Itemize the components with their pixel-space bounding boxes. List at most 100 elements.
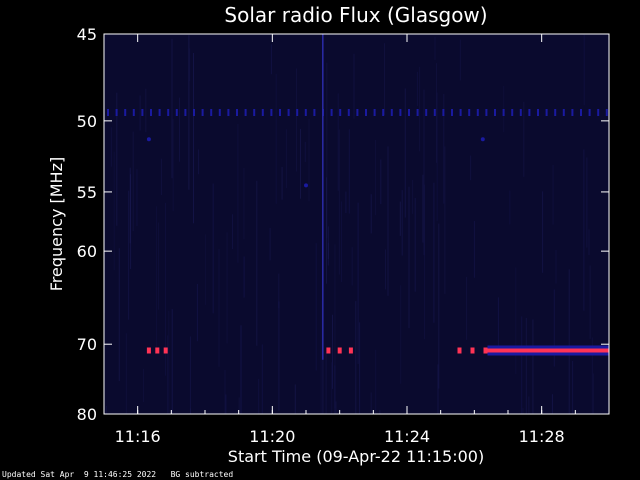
noise-streak	[414, 198, 416, 292]
y-tick-label: 45	[77, 25, 97, 44]
emission-point	[480, 137, 485, 142]
noise-streak	[375, 349, 377, 414]
dotted-line-dot	[537, 109, 539, 116]
burst-segment	[163, 347, 168, 354]
noise-streak	[438, 223, 440, 389]
dotted-line-dot	[433, 109, 436, 116]
burst-segment	[326, 347, 331, 354]
noise-streak	[586, 157, 588, 248]
footer-status: Updated Sat Apr 9 11:46:25 2022 BG subtr…	[2, 470, 233, 479]
noise-streak	[380, 159, 382, 205]
noise-streak	[434, 36, 436, 60]
noise-streak	[145, 88, 147, 133]
dotted-line-dot	[218, 109, 221, 116]
burst-core	[487, 348, 609, 353]
noise-streak	[515, 267, 517, 374]
noise-streak	[338, 129, 340, 275]
y-tick-label: 60	[77, 242, 97, 261]
dotted-line-dot	[390, 109, 393, 116]
noise-streak	[261, 344, 263, 414]
dotted-line-dot	[304, 109, 307, 116]
dotted-line-dot	[227, 109, 230, 116]
noise-streak	[532, 319, 534, 414]
features-layer	[107, 34, 609, 360]
noise-streak	[359, 322, 361, 414]
noise-streak	[189, 48, 191, 82]
noise-streak	[308, 118, 310, 202]
noise-streak	[437, 364, 439, 414]
dotted-line-dot	[476, 109, 479, 116]
noise-streak	[583, 149, 585, 311]
dotted-line-dot	[150, 109, 152, 116]
noise-streak	[232, 214, 233, 249]
noise-streak	[385, 249, 386, 290]
noise-streak	[325, 352, 327, 414]
dotted-line-dot	[562, 109, 565, 116]
y-tick-label: 55	[77, 183, 97, 202]
noise-streak	[583, 34, 585, 106]
dotted-line-dot	[502, 109, 505, 116]
noise-streak	[572, 361, 574, 414]
dotted-line-dot	[597, 109, 600, 116]
noise-streak	[384, 43, 385, 116]
dotted-line-dot	[287, 109, 290, 116]
noise-streak	[379, 410, 381, 414]
dotted-line-dot	[339, 109, 342, 116]
burst-segment	[348, 347, 353, 354]
noise-streak	[196, 283, 198, 342]
heatmap-layer	[104, 34, 594, 414]
noise-streak	[444, 146, 446, 294]
dotted-line-dot	[416, 109, 419, 116]
noise-streak	[160, 158, 162, 195]
x-tick-label: 11:28	[519, 427, 565, 446]
dotted-line-dot	[511, 109, 514, 116]
dotted-line-dot	[296, 109, 299, 116]
dotted-line-dot	[193, 109, 195, 116]
noise-streak	[553, 289, 555, 367]
noise-streak	[509, 190, 511, 225]
noise-streak	[422, 174, 424, 243]
dotted-line-dot	[588, 109, 591, 116]
noise-streak	[179, 97, 180, 162]
noise-streak	[128, 190, 130, 320]
noise-streak	[348, 129, 350, 214]
burst-segment	[146, 347, 151, 354]
x-tick-label: 11:24	[384, 427, 430, 446]
dotted-line-dot	[107, 109, 109, 116]
burst-segment	[483, 347, 488, 354]
dotted-line-dot	[201, 109, 204, 116]
dotted-line-dot	[253, 109, 256, 116]
noise-streak	[136, 169, 138, 226]
burst-segment	[457, 347, 462, 354]
noise-streak	[466, 276, 468, 340]
noise-streak	[172, 119, 174, 212]
noise-streak	[568, 269, 570, 414]
noise-streak	[315, 243, 317, 371]
dotted-line-dot	[313, 109, 316, 116]
noise-streak	[399, 201, 401, 236]
noise-streak	[436, 92, 438, 221]
noise-streak	[281, 167, 283, 200]
noise-streak	[171, 309, 173, 414]
noise-streak	[205, 234, 207, 305]
noise-streak	[551, 394, 553, 414]
noise-streak	[416, 71, 418, 106]
noise-streak	[296, 68, 297, 172]
noise-streak	[269, 227, 271, 261]
noise-streak	[459, 39, 461, 81]
y-tick-label: 50	[77, 112, 97, 131]
noise-streak	[320, 300, 322, 414]
noise-streak	[243, 168, 245, 240]
burst-segment	[155, 347, 160, 354]
ticks-layer: 11:16 11:20 11:24 11:28 45 50 55 60 70 80	[77, 25, 610, 446]
noise-streak	[104, 219, 106, 313]
noise-streak	[278, 301, 280, 411]
noise-streak	[118, 248, 120, 382]
x-axis-label: Start Time (09-Apr-22 11:15:00)	[228, 447, 484, 466]
noise-streak	[143, 368, 144, 403]
dotted-line-dot	[158, 109, 161, 116]
dotted-line-dot	[554, 109, 557, 116]
dotted-line-dot	[175, 109, 178, 116]
burst-segment	[337, 347, 342, 354]
dotted-line-dot	[210, 109, 213, 116]
